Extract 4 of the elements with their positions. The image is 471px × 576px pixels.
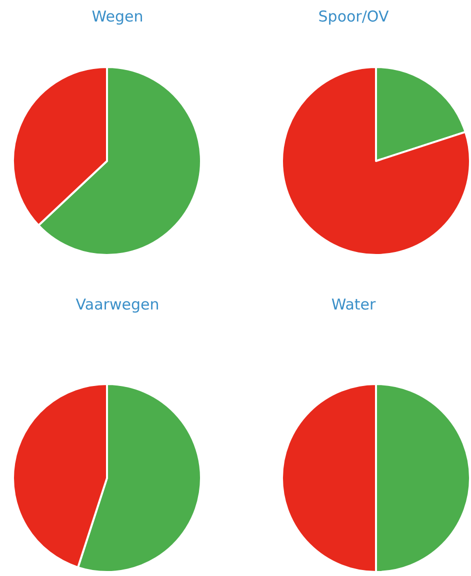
chart-title: Water xyxy=(331,296,376,314)
chart-title: Vaarwegen xyxy=(76,296,160,314)
chart-title: Wegen xyxy=(92,8,144,26)
chart-title: Spoor/OV xyxy=(318,8,390,26)
